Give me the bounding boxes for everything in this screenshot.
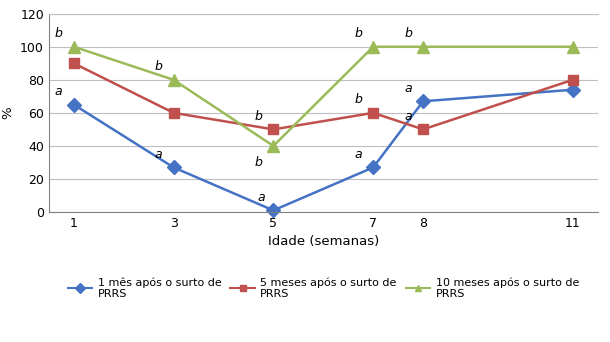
10 meses após o surto de
PRRS <box>569 45 576 49</box>
1 mês após o surto de
PRRS <box>70 103 77 107</box>
Text: b: b <box>155 60 162 73</box>
Text: b: b <box>354 27 362 40</box>
5 meses após o surto de
PRRS <box>70 61 77 65</box>
Text: a: a <box>404 82 412 95</box>
Line: 5 meses após o surto de
PRRS: 5 meses após o surto de PRRS <box>69 58 578 134</box>
10 meses após o surto de
PRRS <box>170 78 178 82</box>
Text: b: b <box>354 93 362 106</box>
Text: a: a <box>55 85 63 98</box>
Y-axis label: %: % <box>1 107 15 119</box>
Legend: 1 mês após o surto de
PRRS, 5 meses após o surto de
PRRS, 10 meses após o surto : 1 mês após o surto de PRRS, 5 meses após… <box>68 277 579 299</box>
Line: 10 meses após o surto de
PRRS: 10 meses após o surto de PRRS <box>68 41 578 152</box>
Text: b: b <box>254 156 262 169</box>
1 mês após o surto de
PRRS <box>170 166 178 170</box>
Text: a: a <box>257 191 265 204</box>
5 meses após o surto de
PRRS <box>370 111 377 115</box>
10 meses após o surto de
PRRS <box>270 144 277 148</box>
Text: a: a <box>354 148 362 161</box>
Text: b: b <box>404 27 412 40</box>
5 meses após o surto de
PRRS <box>170 111 178 115</box>
1 mês após o surto de
PRRS <box>420 99 427 103</box>
Line: 1 mês após o surto de
PRRS: 1 mês após o surto de PRRS <box>69 85 578 215</box>
1 mês após o surto de
PRRS <box>270 208 277 212</box>
1 mês após o surto de
PRRS <box>370 166 377 170</box>
Text: b: b <box>254 110 262 123</box>
Text: a: a <box>404 110 412 123</box>
1 mês após o surto de
PRRS <box>569 88 576 92</box>
10 meses após o surto de
PRRS <box>70 45 77 49</box>
5 meses após o surto de
PRRS <box>420 127 427 131</box>
Text: b: b <box>55 27 63 40</box>
10 meses após o surto de
PRRS <box>370 45 377 49</box>
5 meses após o surto de
PRRS <box>270 127 277 131</box>
10 meses após o surto de
PRRS <box>420 45 427 49</box>
5 meses após o surto de
PRRS <box>569 78 576 82</box>
Text: a: a <box>155 148 162 161</box>
X-axis label: Idade (semanas): Idade (semanas) <box>268 235 379 248</box>
